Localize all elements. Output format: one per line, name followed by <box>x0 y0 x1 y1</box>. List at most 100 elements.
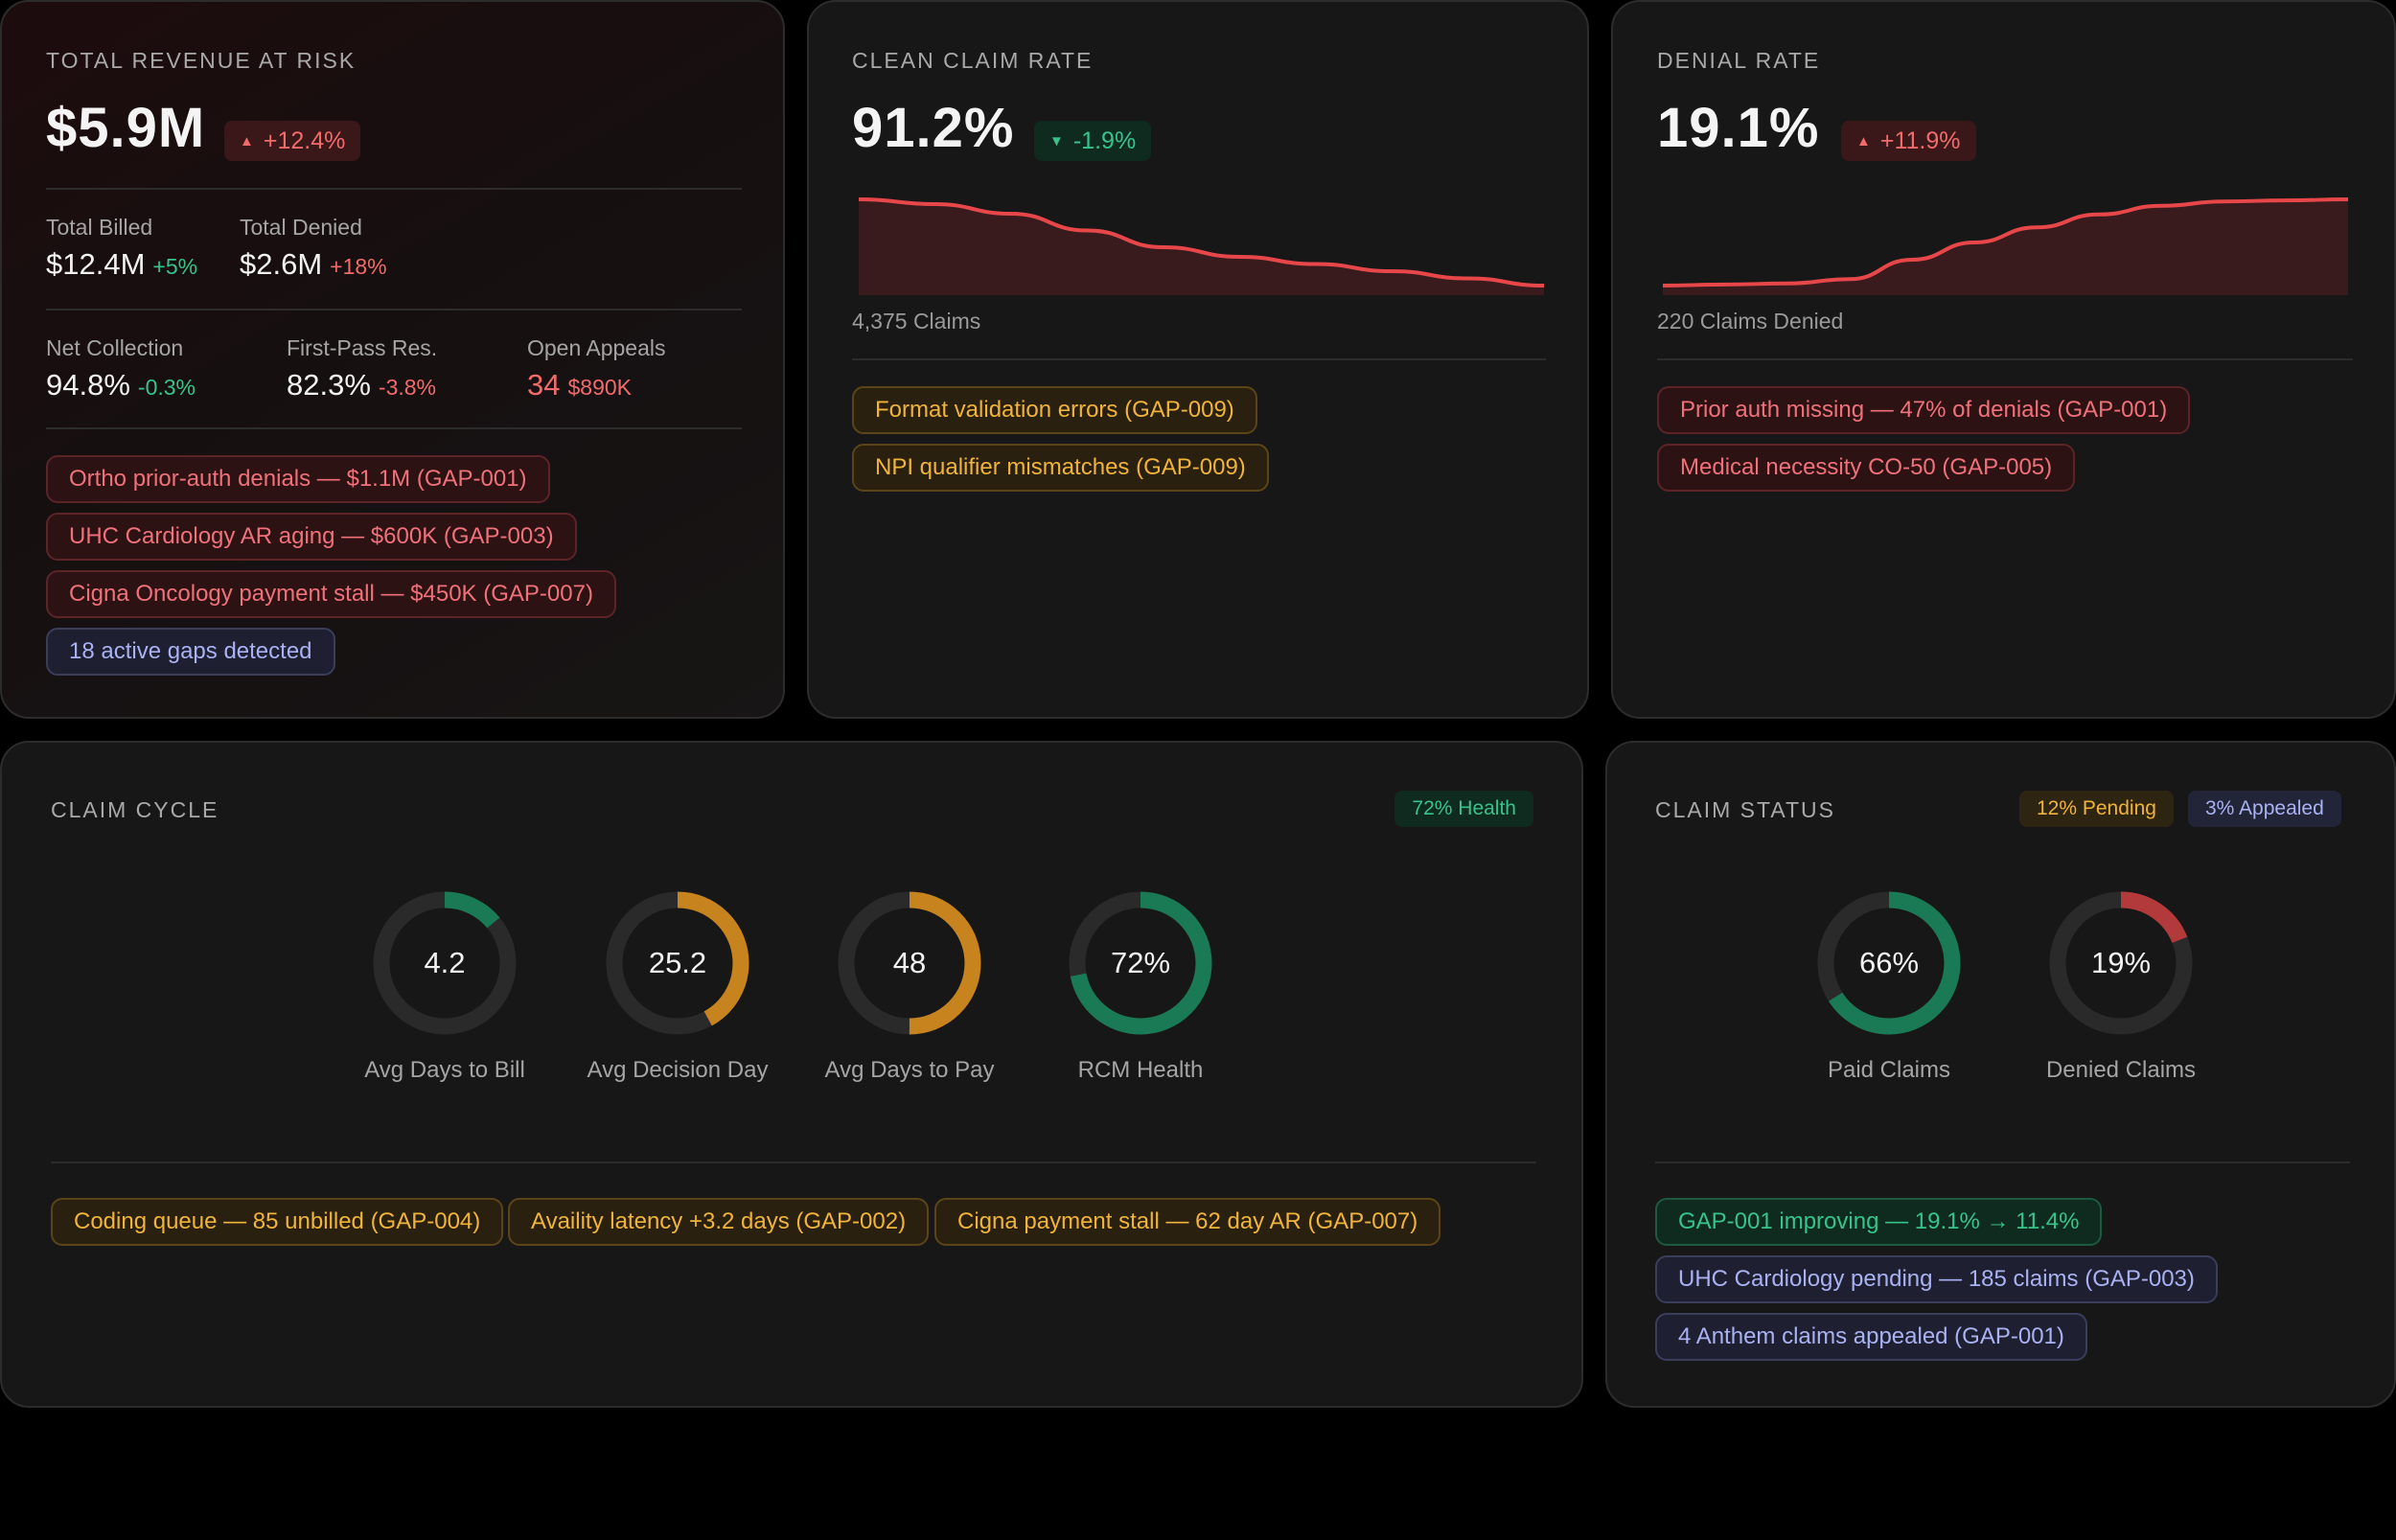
pending-pill: 12% Pending <box>2019 791 2174 827</box>
gauge-arc <box>2049 891 2193 1035</box>
triangle-up-icon: ▲ <box>1856 133 1871 149</box>
gauge-value: 66% <box>1858 946 1920 979</box>
first-pass-value: 82.3% -3.8% <box>287 368 436 402</box>
first-pass-amount: 82.3% <box>287 368 371 402</box>
revenue-delta-text: +12.4% <box>263 127 346 154</box>
denial-value: 19.1% <box>1657 97 1820 159</box>
total-billed-change: +5% <box>152 254 198 279</box>
gauge-caption: Denied Claims <box>2045 1057 2197 1083</box>
gauge-caption: Paid Claims <box>1827 1057 1951 1083</box>
gap-chip[interactable]: Medical necessity CO-50 (GAP-005) <box>1657 444 2076 492</box>
first-pass-label: First-Pass Res. <box>287 335 438 360</box>
gap-chip[interactable]: Prior auth missing — 47% of denials (GAP… <box>1657 386 2191 434</box>
open-appeals-count: 34 <box>527 368 561 402</box>
gauge-caption: Avg Days to Bill <box>364 1057 525 1083</box>
gauge-avg-decision-day: 25.2 <box>601 886 754 1040</box>
gauge-ring <box>838 891 981 1035</box>
total-denied-label: Total Denied <box>240 215 362 240</box>
total-denied-change: +18% <box>330 254 387 279</box>
net-collection-label: Net Collection <box>46 335 184 360</box>
gap-chip[interactable]: GAP-001 improving — 19.1% → 11.4% <box>1655 1198 2103 1246</box>
total-denied-amount: $2.6M <box>240 247 323 281</box>
gauge-ring <box>373 891 517 1035</box>
gauge-value: 72% <box>1110 946 1171 979</box>
revenue-value: $5.9M <box>46 97 206 159</box>
gauge-denied-claims: 19% <box>2044 886 2198 1040</box>
card-title: TOTAL REVENUE AT RISK <box>46 48 357 73</box>
gauge-arc <box>1069 891 1212 1035</box>
active-gaps-chip[interactable]: 18 active gaps detected <box>46 628 335 676</box>
clean-claim-sparkline <box>859 197 1544 295</box>
health-pill: 72% Health <box>1394 791 1533 827</box>
total-billed-label: Total Billed <box>46 215 153 240</box>
gauge-value: 25.2 <box>648 946 707 979</box>
appealed-pill: 3% Appealed <box>2188 791 2341 827</box>
claim-status-card: CLAIM STATUS 12% Pending 3% Appealed 66%… <box>1605 741 2396 1408</box>
gauge-value: 4.2 <box>424 946 466 979</box>
net-collection-change: -0.3% <box>137 375 196 400</box>
first-pass-change: -3.8% <box>378 375 436 400</box>
divider <box>46 427 742 429</box>
gauge-caption: RCM Health <box>1077 1057 1204 1083</box>
divider <box>46 309 742 310</box>
claims-count-caption: 4,375 Claims <box>852 309 981 333</box>
gap-chip[interactable]: Cigna Oncology payment stall — $450K (GA… <box>46 570 616 618</box>
gauge-caption: Avg Days to Pay <box>824 1057 995 1083</box>
divider <box>1657 358 2353 360</box>
gauge-arc <box>838 891 981 1035</box>
denial-delta-badge: ▲ +11.9% <box>1841 121 1976 161</box>
open-appeals-label: Open Appeals <box>527 335 666 360</box>
claims-denied-caption: 220 Claims Denied <box>1657 309 1844 333</box>
clean-claim-delta-text: -1.9% <box>1072 127 1137 154</box>
gauge-arc <box>1817 891 1961 1035</box>
gauge-caption: Avg Decision Day <box>587 1057 769 1083</box>
gauge-ring <box>1069 891 1212 1035</box>
gap-chip[interactable]: Format validation errors (GAP-009) <box>852 386 1257 434</box>
revenue-delta-badge: ▲ +12.4% <box>224 121 361 161</box>
gauge-avg-days-to-pay: 48 <box>833 886 986 1040</box>
gap-chip[interactable]: Availity latency +3.2 days (GAP-002) <box>508 1198 930 1246</box>
divider <box>1655 1161 2350 1163</box>
card-title: CLAIM CYCLE <box>51 797 219 822</box>
gauge-arc <box>606 891 749 1035</box>
triangle-down-icon: ▼ <box>1049 133 1064 149</box>
card-title: CLEAN CLAIM RATE <box>852 48 1094 73</box>
open-appeals-amount: $890K <box>567 375 632 400</box>
gauge-value: 48 <box>892 946 927 979</box>
gauge-rcm-health: 72% <box>1064 886 1217 1040</box>
gap-chip[interactable]: UHC Cardiology pending — 185 claims (GAP… <box>1655 1255 2218 1303</box>
sparkline-area <box>859 199 1544 295</box>
gauge-value: 19% <box>2090 946 2152 979</box>
gauge-ring <box>1817 891 1961 1035</box>
gauge-ring <box>2049 891 2193 1035</box>
gauge-avg-days-to-bill: 4.2 <box>368 886 521 1040</box>
clean-claim-value: 91.2% <box>852 97 1015 159</box>
denial-sparkline <box>1663 197 2348 295</box>
gap-chip[interactable]: 4 Anthem claims appealed (GAP-001) <box>1655 1313 2087 1361</box>
divider <box>46 188 742 190</box>
gauge-ring <box>606 891 749 1035</box>
card-title: CLAIM STATUS <box>1655 797 1835 822</box>
open-appeals-value: 34 $890K <box>527 368 632 402</box>
revenue-at-risk-card: TOTAL REVENUE AT RISK $5.9M ▲ +12.4% Tota… <box>0 0 785 719</box>
denial-delta-text: +11.9% <box>1879 127 1961 154</box>
gap-chip[interactable]: Coding queue — 85 unbilled (GAP-004) <box>51 1198 504 1246</box>
net-collection-amount: 94.8% <box>46 368 130 402</box>
gap-chip[interactable]: Ortho prior-auth denials — $1.1M (GAP-00… <box>46 455 550 503</box>
clean-claim-rate-card: CLEAN CLAIM RATE 91.2% ▼ -1.9% 4,375 Clai… <box>807 0 1589 719</box>
gap-chip[interactable]: UHC Cardiology AR aging — $600K (GAP-003… <box>46 513 577 561</box>
sparkline-line <box>1663 197 2348 287</box>
triangle-up-icon: ▲ <box>240 133 254 149</box>
divider <box>51 1161 1536 1163</box>
gauge-paid-claims: 66% <box>1812 886 1966 1040</box>
gauge-arc <box>373 891 517 1035</box>
gap-chip[interactable]: NPI qualifier mismatches (GAP-009) <box>852 444 1269 492</box>
gap-chip[interactable]: Cigna payment stall — 62 day AR (GAP-007… <box>934 1198 1441 1246</box>
clean-claim-delta-badge: ▼ -1.9% <box>1034 121 1152 161</box>
total-billed-value: $12.4M +5% <box>46 247 197 282</box>
sparkline-line <box>859 197 1544 287</box>
total-billed-amount: $12.4M <box>46 247 146 281</box>
claim-cycle-card: CLAIM CYCLE 72% Health 4.2 Avg Days to B… <box>0 741 1583 1408</box>
total-denied-value: $2.6M +18% <box>240 247 387 282</box>
sparkline-area <box>1663 199 2348 295</box>
